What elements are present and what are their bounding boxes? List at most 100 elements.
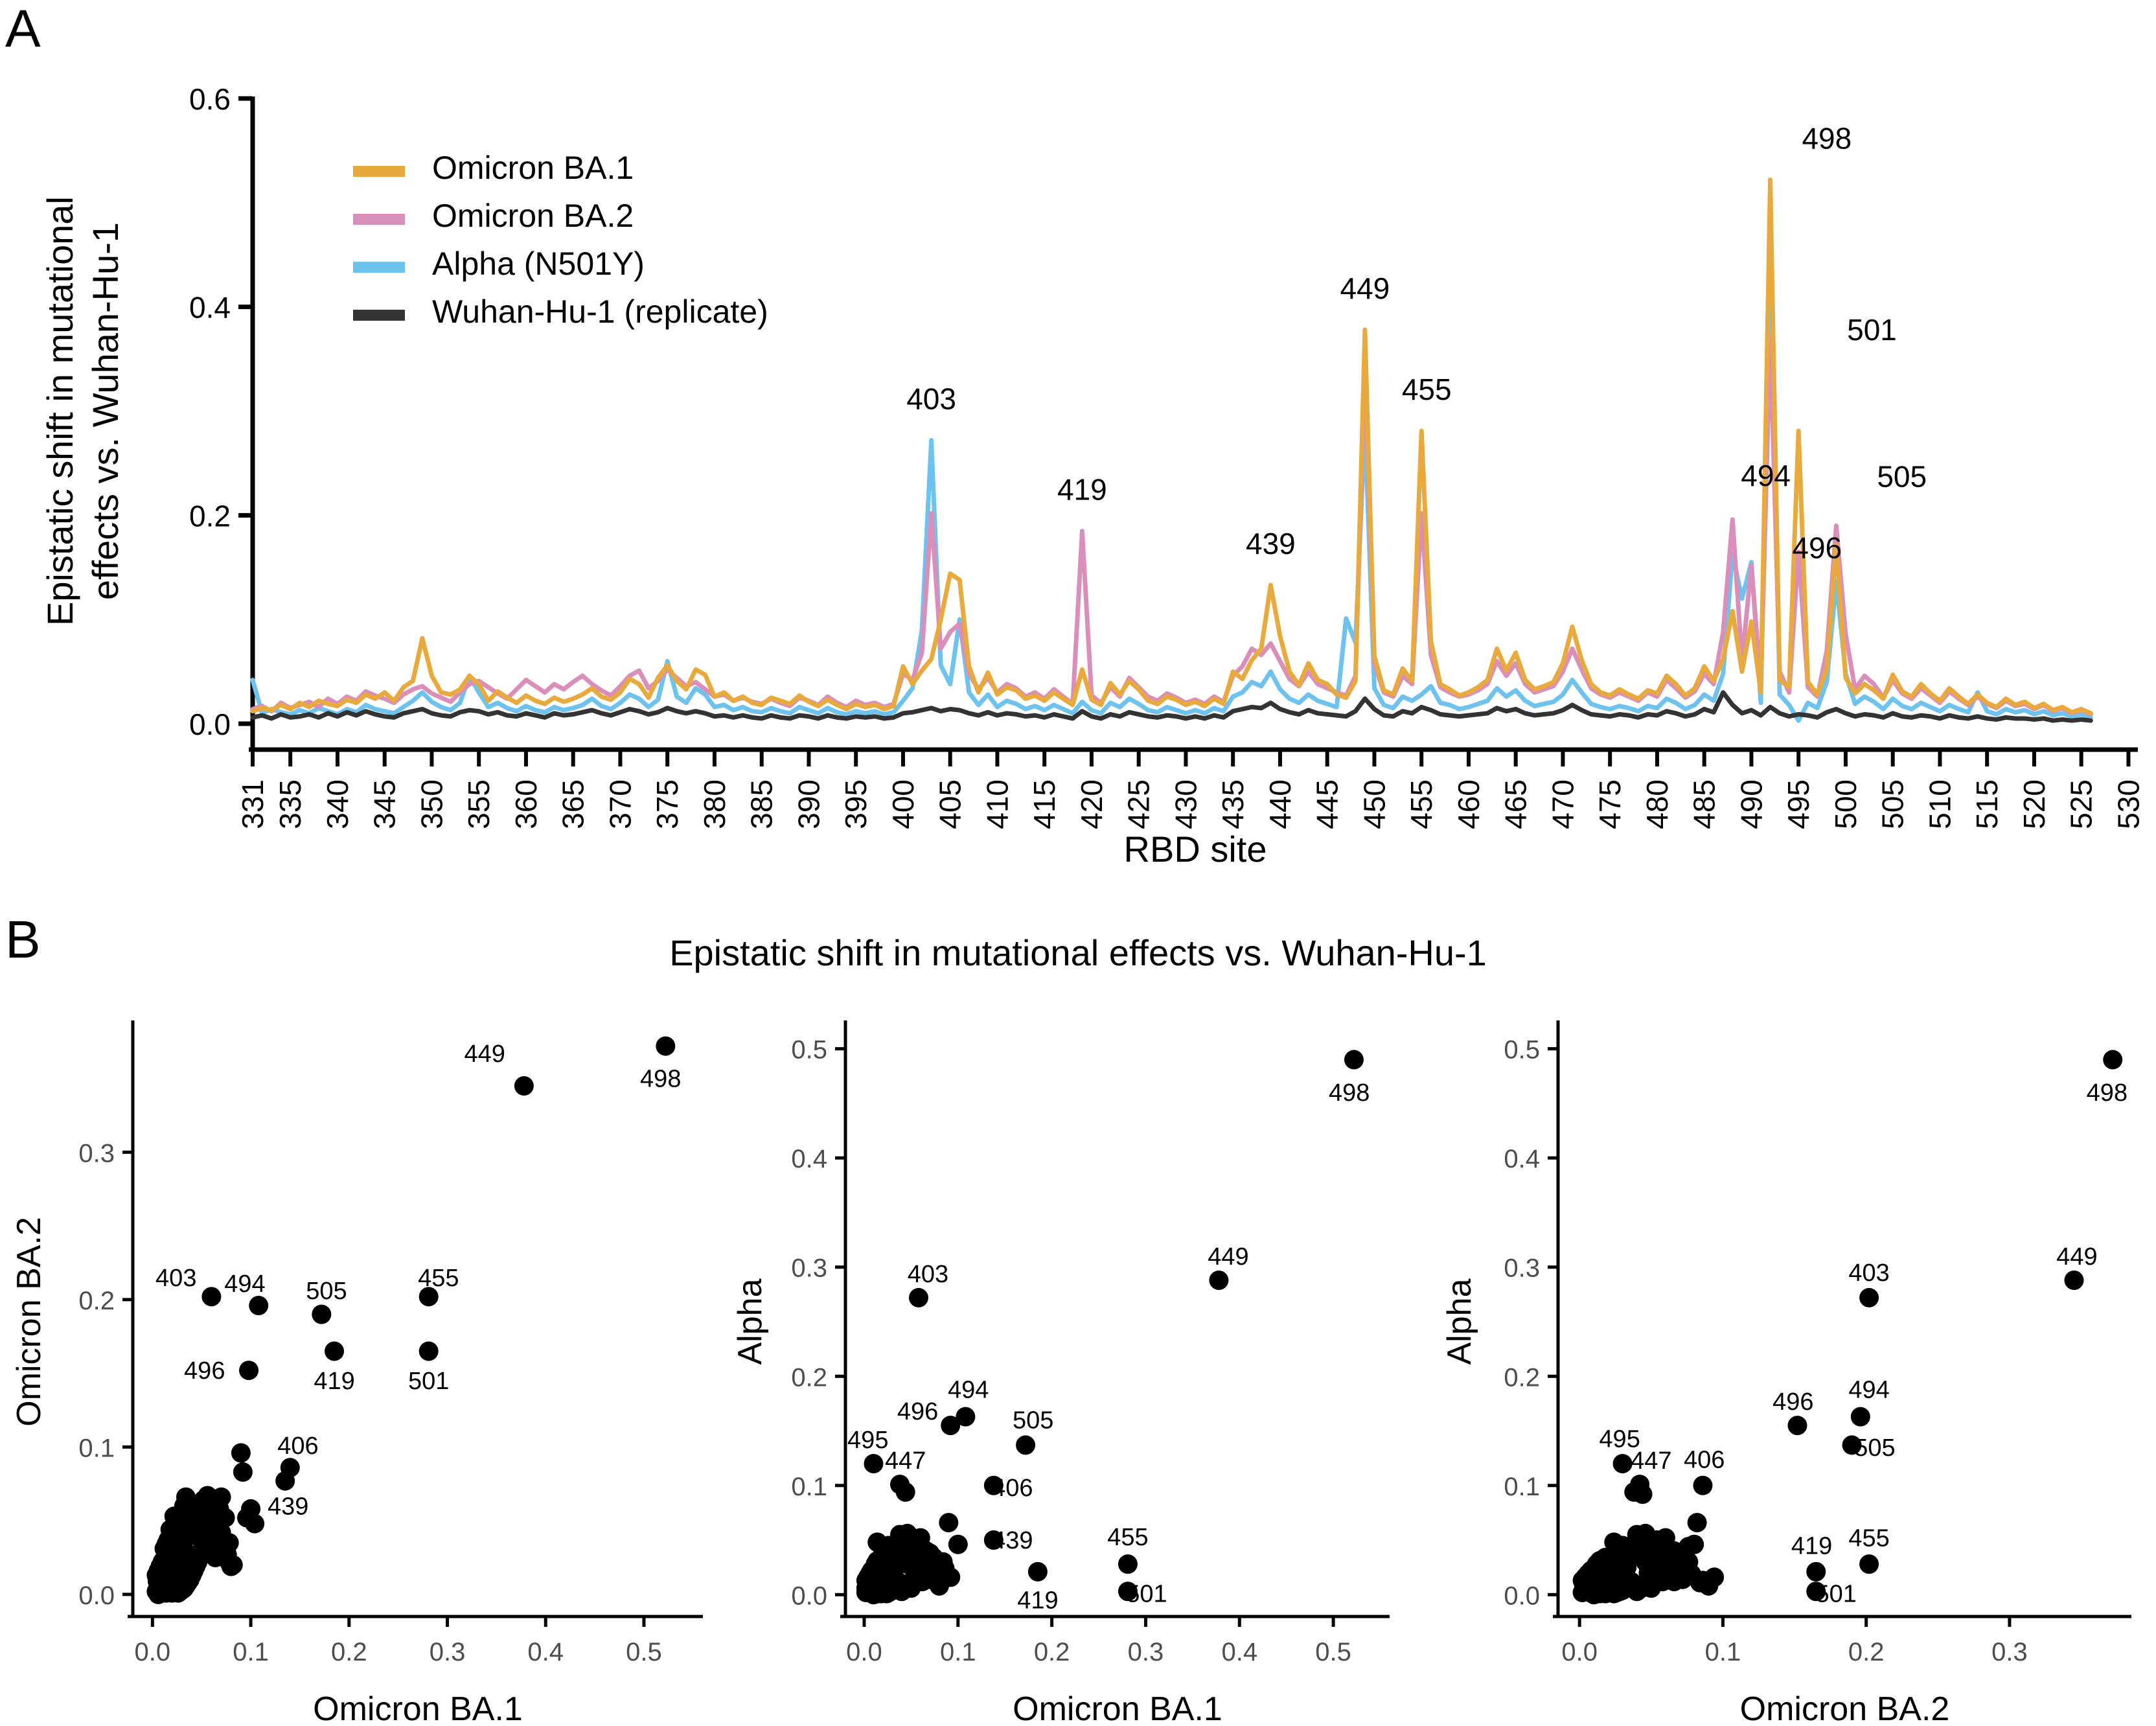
- scatter-label-498: 498: [2087, 1079, 2127, 1107]
- scatter-point: [856, 1578, 876, 1598]
- scatter-point-403: [201, 1287, 222, 1307]
- svg-text:0.0: 0.0: [78, 1582, 115, 1610]
- scatter-label-495: 495: [1599, 1425, 1640, 1453]
- scatter-label-494: 494: [224, 1271, 265, 1298]
- scatter-point: [146, 1565, 166, 1585]
- svg-text:0.4: 0.4: [1221, 1638, 1257, 1666]
- scatter-plot-2: 0.0 0.1 0.2 0.3 0.4 0.5 0.0 0.1 0.2 0.3 0.4 0.5 Omic…: [731, 1020, 1390, 1726]
- svg-text:0.0: 0.0: [1504, 1582, 1540, 1610]
- scatter-label-494: 494: [948, 1376, 989, 1403]
- svg-text:0.3: 0.3: [78, 1139, 115, 1168]
- svg-text:380: 380: [698, 779, 731, 829]
- svg-text:495: 495: [1782, 779, 1815, 829]
- scatter-point-498: [2103, 1050, 2123, 1070]
- panel-a-plot-group: 0.0 0.2 0.4 0.6 331 335 340 345 350 355 360 365 370 3…: [40, 82, 2145, 869]
- x-axis-title-b1: Omicron BA.1: [313, 1690, 523, 1726]
- scatter-plot-1: 0.0 0.1 0.2 0.3 0.0 0.1 0.2 0.3 0.4 0.5 Omicron BA…: [10, 1020, 703, 1726]
- svg-text:0.0: 0.0: [791, 1582, 827, 1610]
- svg-text:0.0: 0.0: [135, 1638, 171, 1666]
- scatter-point-494: [956, 1407, 976, 1427]
- scatter-point-403: [908, 1287, 928, 1307]
- panel-b-charts: Epistatic shift in mutational effects vs…: [10, 932, 2131, 1726]
- svg-text:375: 375: [650, 779, 684, 829]
- scatter-point-501: [1118, 1582, 1138, 1602]
- peak-label-419: 419: [1057, 472, 1107, 506]
- svg-text:0.2: 0.2: [1848, 1638, 1885, 1666]
- legend-label-2: Alpha (N501Y): [432, 246, 645, 282]
- svg-text:450: 450: [1357, 779, 1391, 829]
- svg-text:490: 490: [1734, 779, 1768, 829]
- svg-text:0.1: 0.1: [940, 1638, 976, 1666]
- svg-text:520: 520: [2017, 779, 2051, 829]
- svg-text:0.2: 0.2: [791, 1363, 827, 1392]
- scatter-label-501: 501: [1816, 1581, 1857, 1608]
- y-axis-title-a-line1: Epistatic shift in mutational: [40, 196, 80, 626]
- scatter-plot-3: 0.0 0.1 0.2 0.3 0.4 0.5 0.0 0.1 0.2 0.3 Omicron BA…: [1441, 1020, 2131, 1726]
- scatter-point: [154, 1539, 174, 1559]
- scatter-label-505: 505: [1013, 1407, 1053, 1434]
- scatter-point: [1650, 1565, 1670, 1585]
- svg-text:395: 395: [839, 779, 873, 829]
- scatter-point: [1641, 1539, 1661, 1559]
- svg-text:0.5: 0.5: [791, 1036, 827, 1064]
- svg-text:0.1: 0.1: [1705, 1638, 1741, 1666]
- y-axis-title-a-line2: effects vs. Wuhan-Hu-1: [85, 222, 126, 600]
- y-axis-title-b1: Omicron BA.2: [10, 1217, 48, 1427]
- scatter-label-495: 495: [847, 1427, 888, 1454]
- peak-label-449: 449: [1340, 271, 1390, 305]
- scatter-label-439: 439: [992, 1527, 1033, 1554]
- scatter-point-495: [1612, 1454, 1633, 1474]
- scatter-label-403: 403: [155, 1265, 196, 1292]
- svg-text:0.0: 0.0: [846, 1638, 882, 1666]
- scatter-label-439: 439: [268, 1493, 308, 1520]
- scatter-point: [219, 1533, 239, 1553]
- scatter-label-455: 455: [1848, 1525, 1889, 1552]
- legend-a: Omicron BA.1 Omicron BA.2 Alpha (N501Y) Wuh…: [353, 150, 768, 330]
- scatter-point-419: [1806, 1561, 1826, 1582]
- scatter-point-498: [1344, 1050, 1364, 1070]
- svg-text:445: 445: [1311, 779, 1344, 829]
- scatter-point: [1679, 1537, 1699, 1557]
- svg-text:0.4: 0.4: [1504, 1145, 1540, 1173]
- scatter-point-406: [1693, 1475, 1713, 1495]
- svg-text:515: 515: [1970, 779, 2004, 829]
- panel-b-letter: B: [5, 910, 41, 969]
- scatter-point-449: [1209, 1270, 1229, 1290]
- svg-text:410: 410: [980, 779, 1014, 829]
- scatter-point-501: [419, 1341, 439, 1361]
- peak-label-498: 498: [1802, 121, 1852, 155]
- scatter-point-449: [514, 1076, 534, 1096]
- svg-text:0.5: 0.5: [1315, 1638, 1351, 1666]
- scatter-point-498: [656, 1036, 676, 1056]
- svg-text:0.6: 0.6: [189, 82, 231, 116]
- scatter-point-455: [1118, 1554, 1138, 1574]
- svg-text:0.5: 0.5: [626, 1638, 662, 1666]
- scatter-point-496: [239, 1361, 259, 1381]
- svg-text:0.3: 0.3: [1991, 1638, 2028, 1666]
- scatter-point: [223, 1555, 243, 1575]
- svg-text:425: 425: [1122, 779, 1156, 829]
- scatter-point-419: [1027, 1561, 1048, 1582]
- y-axis-title-b2: Alpha: [731, 1278, 769, 1364]
- panel-a-letter: A: [5, 0, 41, 58]
- svg-text:435: 435: [1216, 779, 1250, 829]
- legend-label-1: Omicron BA.2: [432, 198, 634, 234]
- svg-text:0.1: 0.1: [233, 1638, 269, 1666]
- svg-text:360: 360: [509, 779, 543, 829]
- scatter-point: [148, 1584, 168, 1604]
- scatter-point: [908, 1539, 928, 1559]
- scatter-label-498: 498: [1329, 1079, 1370, 1107]
- svg-text:505: 505: [1876, 779, 1910, 829]
- scatter-point: [1578, 1576, 1598, 1596]
- panel-a-chart: 0.0 0.2 0.4 0.6 331 335 340 345 350 355 360 365 370 3…: [40, 82, 2145, 869]
- svg-text:0.4: 0.4: [189, 291, 231, 325]
- svg-text:470: 470: [1546, 779, 1579, 829]
- svg-text:400: 400: [886, 779, 920, 829]
- series-line-omicron-ba-1: [250, 177, 2093, 716]
- svg-text:0.1: 0.1: [1504, 1473, 1540, 1501]
- svg-text:0.0: 0.0: [189, 708, 231, 741]
- scatter-label-505: 505: [306, 1278, 347, 1305]
- svg-text:525: 525: [2065, 779, 2098, 829]
- scatter-point-406: [983, 1475, 1003, 1495]
- svg-text:0.3: 0.3: [1504, 1254, 1540, 1283]
